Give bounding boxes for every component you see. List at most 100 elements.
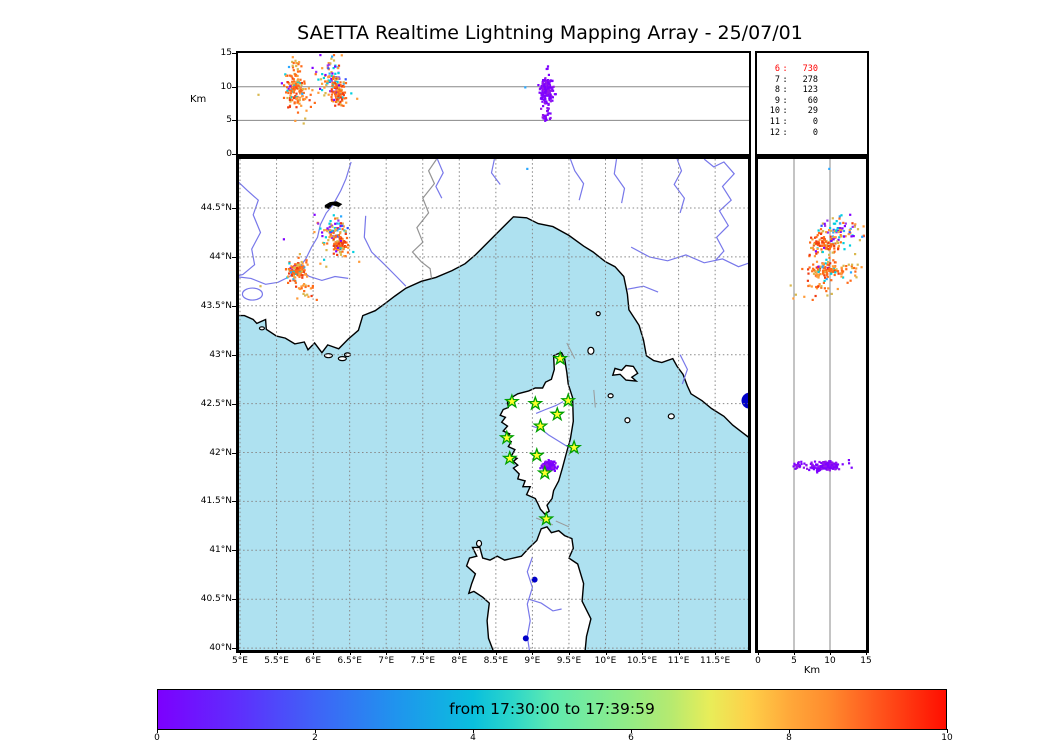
lat-tick-label: 41°N — [209, 545, 232, 556]
lat-tick-label: 42.5°N — [200, 398, 232, 409]
chart-title: SAETTA Realtime Lightning Mapping Array … — [297, 22, 803, 44]
separator: : — [782, 116, 788, 127]
colorbar-tick-label: 6 — [628, 733, 634, 743]
station-count-row: 12: 0 — [764, 128, 818, 139]
station-count-row: 8: 123 — [764, 85, 818, 96]
colorbar-tick-label: 2 — [312, 733, 318, 743]
lon-tick-label: 6°E — [305, 656, 322, 666]
tick-mark — [157, 729, 159, 733]
etang-de-berre — [241, 287, 264, 301]
tick-mark — [232, 501, 236, 503]
separator: : — [782, 127, 788, 138]
alt-tick-label: 5 — [791, 656, 797, 666]
tick-mark — [866, 651, 868, 655]
altitude-latitude-panel — [755, 156, 869, 653]
colorbar-tick-label: 8 — [786, 733, 792, 743]
small-island — [595, 311, 601, 317]
lon-tick-label: 11°E — [667, 656, 690, 666]
count-value: 0 — [812, 116, 818, 127]
small-island — [475, 539, 483, 548]
level-value: 8 — [774, 85, 780, 96]
station-star-icon — [501, 449, 518, 466]
tick-mark — [240, 651, 242, 655]
tick-mark — [232, 452, 236, 454]
lon-tick-label: 8.5°E — [483, 656, 509, 666]
lat-tick-label: 41.5°N — [200, 496, 232, 507]
tick-mark — [631, 729, 633, 733]
count-value: 730 — [802, 64, 818, 74]
tick-mark — [642, 651, 644, 655]
tick-mark — [232, 120, 236, 122]
tick-mark — [232, 403, 236, 405]
altitude-axis-label-right: Km — [803, 665, 821, 676]
tick-mark — [232, 354, 236, 356]
tick-mark — [232, 86, 236, 88]
small-island — [624, 417, 631, 424]
count-value: 29 — [807, 106, 818, 117]
lon-tick-label: 5°E — [232, 656, 248, 666]
lon-tick-label: 5.5°E — [264, 656, 289, 666]
alt-tick-label: 0 — [226, 149, 232, 159]
tick-mark — [473, 729, 475, 733]
altitude-longitude-panel — [236, 51, 751, 156]
station-star-icon — [528, 446, 545, 463]
alt-tick-label: 10 — [220, 81, 232, 92]
mountain-lake — [324, 201, 343, 209]
tick-mark — [532, 651, 534, 655]
lon-tick-label: 7°E — [378, 656, 395, 666]
station-count-row: 7: 278 — [764, 75, 818, 86]
lat-tick-label: 44.5°N — [200, 203, 232, 213]
station-markers — [498, 350, 583, 526]
tick-mark — [315, 729, 317, 733]
tick-mark — [313, 651, 315, 655]
tick-mark — [232, 648, 236, 650]
lat-tick-label: 43°N — [209, 349, 232, 360]
small-island — [258, 326, 266, 331]
lightning-points-map — [259, 167, 559, 474]
lon-tick-label: 8°E — [451, 656, 468, 666]
separator: : — [782, 85, 788, 96]
tick-mark — [758, 651, 760, 655]
alt-tick-label: 0 — [755, 656, 761, 666]
tick-mark — [947, 729, 949, 733]
tick-mark — [789, 729, 791, 733]
tick-mark — [422, 651, 424, 655]
tick-mark — [495, 651, 497, 655]
small-island — [587, 346, 595, 355]
tick-mark — [232, 305, 236, 307]
tick-mark — [830, 651, 832, 655]
separator: : — [782, 95, 788, 106]
tick-mark — [232, 208, 236, 210]
station-star-icon — [560, 392, 577, 408]
lat-tick-label: 40.5°N — [200, 594, 232, 605]
level-value: 11 — [769, 116, 780, 127]
lakes — [324, 201, 748, 642]
station-star-icon — [532, 417, 549, 434]
lat-tick-label: 44°N — [209, 251, 232, 262]
small-island — [667, 413, 675, 420]
tick-mark — [232, 256, 236, 258]
level-value: 6 — [774, 64, 780, 74]
station-count-list: 6: 730 7: 278 8: 123 9: 60 10: 29 11: 0 12: 0 — [764, 64, 818, 138]
colorbar-tick-label: 0 — [154, 733, 160, 743]
lat-tick-label: 40°N — [209, 643, 232, 654]
separator: : — [782, 74, 788, 85]
count-value: 60 — [807, 95, 818, 106]
map-gridlines — [239, 159, 748, 650]
lon-tick-label: 7.5°E — [410, 656, 436, 666]
lat-tick-label: 43.5°N — [200, 300, 232, 311]
alt-tick-label: 5 — [226, 115, 232, 126]
alt-tick-label: 15 — [220, 48, 232, 59]
lightning-points-latitude — [789, 167, 865, 474]
station-star-icon — [527, 395, 544, 411]
count-value: 0 — [812, 127, 818, 138]
station-star-icon — [566, 439, 583, 455]
level-value: 12 — [769, 127, 780, 138]
lon-tick-label: 9.5°E — [556, 656, 582, 666]
station-star-icon — [536, 464, 553, 480]
lat-tick-label: 42°N — [209, 447, 232, 458]
time-colorbar — [157, 689, 947, 730]
sea — [239, 216, 748, 650]
tick-mark — [459, 651, 461, 655]
